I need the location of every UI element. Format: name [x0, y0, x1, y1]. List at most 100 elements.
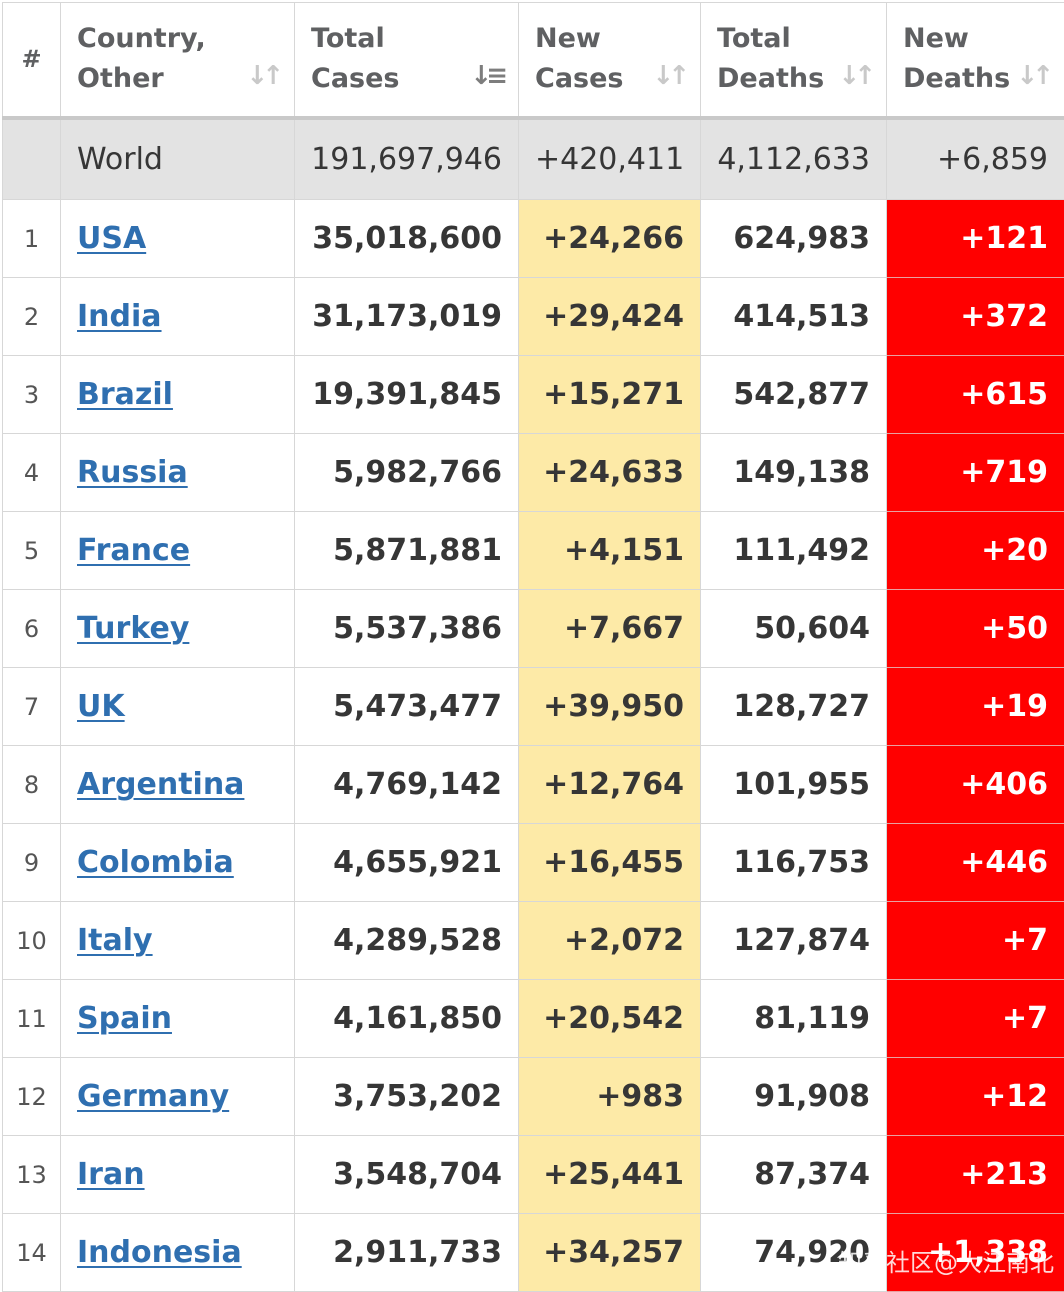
country-link[interactable]: France	[77, 533, 190, 568]
country-cell: Iran	[61, 1136, 295, 1214]
sort-icon[interactable]: ↓↑	[1016, 56, 1048, 96]
total-cases-header-label: Total Cases	[311, 19, 445, 99]
country-link[interactable]: India	[77, 299, 162, 334]
new-cases-cell: +983	[519, 1058, 701, 1136]
country-link[interactable]: Germany	[77, 1079, 229, 1114]
world-row: World 191,697,946 +420,411 4,112,633 +6,…	[3, 118, 1064, 200]
country-cell: Germany	[61, 1058, 295, 1136]
new-deaths-cell: +7	[887, 902, 1064, 980]
new-cases-cell: +39,950	[519, 668, 701, 746]
rank-header-label: #	[21, 45, 41, 73]
country-link[interactable]: Indonesia	[77, 1235, 242, 1270]
total-cases-cell: 35,018,600	[295, 200, 519, 278]
new-deaths-cell: +19	[887, 668, 1064, 746]
country-link[interactable]: Russia	[77, 455, 188, 490]
sort-icon[interactable]: ↓↑	[246, 56, 278, 96]
country-header[interactable]: Country, Other ↓↑	[61, 3, 295, 118]
total-cases-cell: 5,537,386	[295, 590, 519, 668]
new-cases-cell: +15,271	[519, 356, 701, 434]
country-cell: Argentina	[61, 746, 295, 824]
new-cases-cell: +2,072	[519, 902, 701, 980]
total-deaths-cell: 414,513	[701, 278, 887, 356]
new-cases-cell: +16,455	[519, 824, 701, 902]
country-link[interactable]: Italy	[77, 923, 153, 958]
rank-header[interactable]: #	[3, 3, 61, 118]
new-deaths-cell: +7	[887, 980, 1064, 1058]
country-cell: Brazil	[61, 356, 295, 434]
country-link[interactable]: USA	[77, 221, 146, 256]
new-cases-cell: +25,441	[519, 1136, 701, 1214]
new-deaths-cell: +406	[887, 746, 1064, 824]
total-deaths-cell: 624,983	[701, 200, 887, 278]
rank-cell: 9	[3, 824, 61, 902]
total-cases-cell: 4,769,142	[295, 746, 519, 824]
new-deaths-cell: +213	[887, 1136, 1064, 1214]
total-deaths-cell: 542,877	[701, 356, 887, 434]
new-deaths-cell: +50	[887, 590, 1064, 668]
country-cell: Spain	[61, 980, 295, 1058]
country-link[interactable]: Spain	[77, 1001, 172, 1036]
country-link[interactable]: Colombia	[77, 845, 234, 880]
country-link[interactable]: Iran	[77, 1157, 145, 1192]
new-cases-cell: +29,424	[519, 278, 701, 356]
total-deaths-cell: 101,955	[701, 746, 887, 824]
rank-cell: 10	[3, 902, 61, 980]
country-link[interactable]: Argentina	[77, 767, 244, 802]
total-cases-cell: 4,289,528	[295, 902, 519, 980]
total-deaths-cell: 149,138	[701, 434, 887, 512]
sort-icon[interactable]: ↓↑	[652, 56, 684, 96]
total-cases-cell: 5,473,477	[295, 668, 519, 746]
total-cases-cell: 19,391,845	[295, 356, 519, 434]
total-deaths-cell: 91,908	[701, 1058, 887, 1136]
total-deaths-header[interactable]: Total Deaths ↓↑	[701, 3, 887, 118]
country-cell: Italy	[61, 902, 295, 980]
rank-cell: 8	[3, 746, 61, 824]
new-cases-cell: +12,764	[519, 746, 701, 824]
new-cases-cell: +24,633	[519, 434, 701, 512]
world-rank-cell	[3, 118, 61, 200]
country-cell: Turkey	[61, 590, 295, 668]
total-deaths-header-label: Total Deaths	[717, 19, 824, 99]
new-deaths-header-label: New Deaths	[903, 19, 1005, 99]
country-cell: France	[61, 512, 295, 590]
rank-cell: 12	[3, 1058, 61, 1136]
new-cases-header[interactable]: New Cases ↓↑	[519, 3, 701, 118]
sort-desc-icon[interactable]: ↓≡	[470, 56, 502, 96]
country-header-label: Country, Other	[77, 19, 218, 99]
world-total-cases: 191,697,946	[295, 118, 519, 200]
rank-cell: 2	[3, 278, 61, 356]
total-cases-header[interactable]: Total Cases ↓≡	[295, 3, 519, 118]
new-deaths-cell: +372	[887, 278, 1064, 356]
rank-cell: 3	[3, 356, 61, 434]
country-link[interactable]: UK	[77, 689, 125, 724]
country-cell: Indonesia	[61, 1214, 295, 1292]
total-cases-cell: 2,911,733	[295, 1214, 519, 1292]
country-link[interactable]: Brazil	[77, 377, 173, 412]
rank-cell: 13	[3, 1136, 61, 1214]
total-cases-cell: 3,753,202	[295, 1058, 519, 1136]
new-deaths-cell: +719	[887, 434, 1064, 512]
new-cases-cell: +7,667	[519, 590, 701, 668]
new-deaths-header[interactable]: New Deaths ↓↑	[887, 3, 1064, 118]
sort-icon[interactable]: ↓↑	[838, 56, 870, 96]
country-link[interactable]: Turkey	[77, 611, 189, 646]
rank-cell: 11	[3, 980, 61, 1058]
total-deaths-cell: 87,374	[701, 1136, 887, 1214]
new-cases-cell: +34,257	[519, 1214, 701, 1292]
table-body: World 191,697,946 +420,411 4,112,633 +6,…	[3, 118, 1064, 1292]
total-deaths-cell: 128,727	[701, 668, 887, 746]
country-cell: USA	[61, 200, 295, 278]
world-name: World	[61, 118, 295, 200]
